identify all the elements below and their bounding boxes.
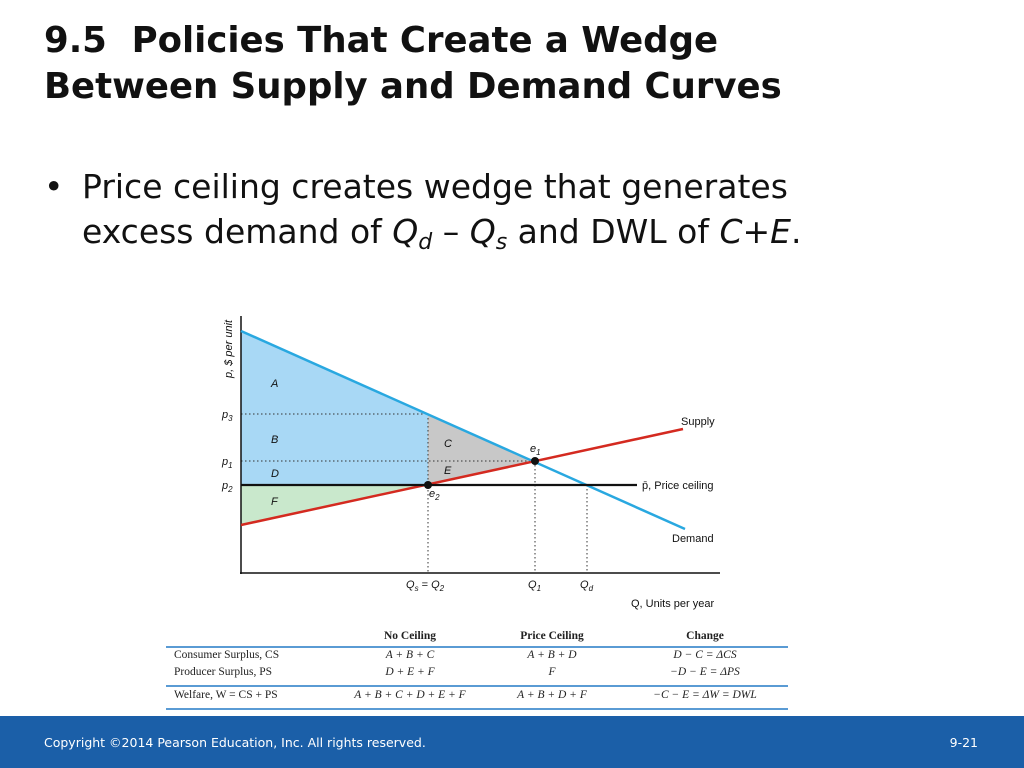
- table-rule-middle: [166, 685, 788, 687]
- table-row: Welfare, W = CS + PS A + B + C + D + E +…: [174, 689, 757, 701]
- dwl-areas: C+E: [719, 212, 791, 251]
- minus-sign: –: [432, 212, 470, 251]
- region-label-c: C: [444, 438, 452, 450]
- bullet-line-2: excess demand of Qd – Qs and DWL of C+E.: [82, 209, 801, 265]
- demand-label: Demand: [672, 533, 714, 545]
- region-dwl: [428, 414, 535, 485]
- table-row: Producer Surplus, PS D + E + F F −D − E …: [174, 666, 740, 678]
- bullet-end: .: [790, 212, 802, 251]
- supply-label: Supply: [681, 416, 715, 428]
- y-axis-label: p, $ per unit: [223, 319, 235, 379]
- header-no-ceiling: No Ceiling: [383, 630, 437, 642]
- bullet-line-1: Price ceiling creates wedge that generat…: [82, 167, 788, 206]
- x-axis-label: Q, Units per year: [631, 598, 714, 610]
- title-line-1: 9.5 Policies That Create a Wedge: [44, 20, 719, 61]
- qd-symbol: Qd: [392, 212, 433, 255]
- header-price-ceiling: Price Ceiling: [520, 630, 584, 642]
- point-e1: [531, 457, 539, 465]
- table-rule-bottom: [166, 708, 788, 710]
- label-qd: Qd: [580, 579, 594, 593]
- qs-symbol: Qs: [469, 212, 508, 255]
- region-label-a: A: [270, 378, 278, 390]
- label-p1: p1: [221, 456, 233, 470]
- header-change: Change: [686, 630, 724, 642]
- title-line-2: Between Supply and Demand Curves: [44, 66, 782, 107]
- region-label-e: E: [444, 465, 452, 477]
- guide-lines: [241, 413, 588, 573]
- label-p2: p2: [221, 480, 233, 494]
- footer-bar: Copyright ©2014 Pearson Education, Inc. …: [0, 716, 1024, 768]
- bullet-prefix: excess demand of: [82, 212, 393, 251]
- label-qs-q2: Qs = Q2: [406, 579, 445, 593]
- region-label-f: F: [271, 496, 279, 508]
- table-row: Consumer Surplus, CS A + B + C A + B + D…: [174, 649, 737, 661]
- label-p3: p3: [221, 409, 233, 423]
- price-ceiling-label: p̄, Price ceiling: [642, 480, 714, 492]
- table-header: No Ceiling Price Ceiling Change: [166, 630, 788, 647]
- bullet-symbol: •: [44, 167, 64, 206]
- region-label-d: D: [271, 468, 279, 480]
- bullet-mid: and DWL of: [507, 212, 720, 251]
- region-label-b: B: [271, 434, 278, 446]
- point-e2: [424, 481, 432, 489]
- label-e1: e1: [530, 443, 541, 457]
- supply-curve: [240, 427, 684, 527]
- label-q1: Q1: [528, 579, 541, 593]
- slide-title: 9.5 Policies That Create a Wedge Between…: [44, 18, 984, 110]
- table-rule-top: [166, 646, 788, 648]
- label-e2: e2: [429, 488, 440, 502]
- demand-curve: [240, 329, 686, 531]
- page-number: 9-21: [949, 735, 978, 750]
- region-consumer-surplus: [241, 331, 428, 485]
- copyright-text: Copyright ©2014 Pearson Education, Inc. …: [44, 735, 426, 750]
